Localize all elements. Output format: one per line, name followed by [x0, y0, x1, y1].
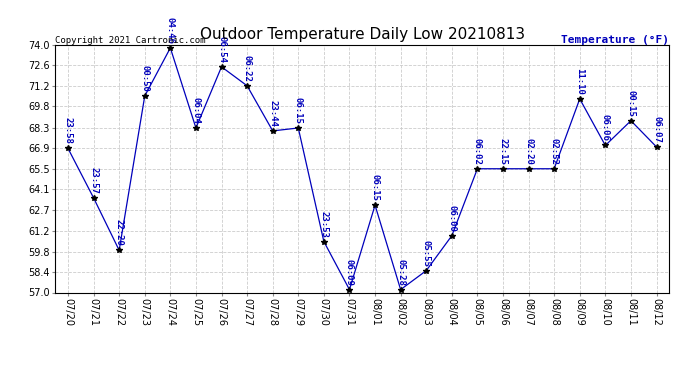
- Text: 23:58: 23:58: [63, 117, 72, 144]
- Text: Temperature (°F): Temperature (°F): [561, 35, 669, 45]
- Text: Copyright 2021 Cartronic.com: Copyright 2021 Cartronic.com: [55, 36, 206, 45]
- Text: 06:06: 06:06: [601, 114, 610, 141]
- Text: 23:57: 23:57: [89, 167, 98, 194]
- Text: 23:44: 23:44: [268, 100, 277, 127]
- Text: 04:46: 04:46: [166, 17, 175, 44]
- Text: 06:15: 06:15: [294, 97, 303, 124]
- Text: 06:04: 06:04: [191, 97, 200, 124]
- Text: 02:52: 02:52: [550, 138, 559, 165]
- Text: 06:00: 06:00: [447, 205, 456, 231]
- Text: 06:07: 06:07: [652, 116, 661, 143]
- Text: 06:22: 06:22: [243, 55, 252, 82]
- Text: 00:50: 00:50: [140, 65, 149, 92]
- Text: 22:15: 22:15: [498, 138, 507, 165]
- Text: 06:09: 06:09: [345, 258, 354, 285]
- Text: 05:55: 05:55: [422, 240, 431, 267]
- Text: 06:02: 06:02: [473, 138, 482, 165]
- Text: 06:54: 06:54: [217, 36, 226, 63]
- Text: 23:53: 23:53: [319, 210, 328, 237]
- Text: 00:15: 00:15: [627, 90, 635, 117]
- Text: 05:28: 05:28: [396, 258, 405, 285]
- Title: Outdoor Temperature Daily Low 20210813: Outdoor Temperature Daily Low 20210813: [199, 27, 525, 42]
- Text: 02:20: 02:20: [524, 138, 533, 165]
- Text: 06:15: 06:15: [371, 174, 380, 201]
- Text: 11:10: 11:10: [575, 68, 584, 95]
- Text: 22:20: 22:20: [115, 219, 124, 246]
